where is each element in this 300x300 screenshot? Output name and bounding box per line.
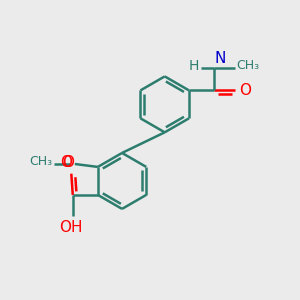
- Text: O: O: [62, 155, 74, 170]
- Text: N: N: [214, 51, 226, 66]
- Text: CH₃: CH₃: [237, 59, 260, 72]
- Text: OH: OH: [60, 220, 83, 235]
- Text: CH₃: CH₃: [30, 155, 53, 168]
- Text: O: O: [240, 83, 252, 98]
- Text: H: H: [189, 59, 199, 73]
- Text: O: O: [60, 155, 72, 170]
